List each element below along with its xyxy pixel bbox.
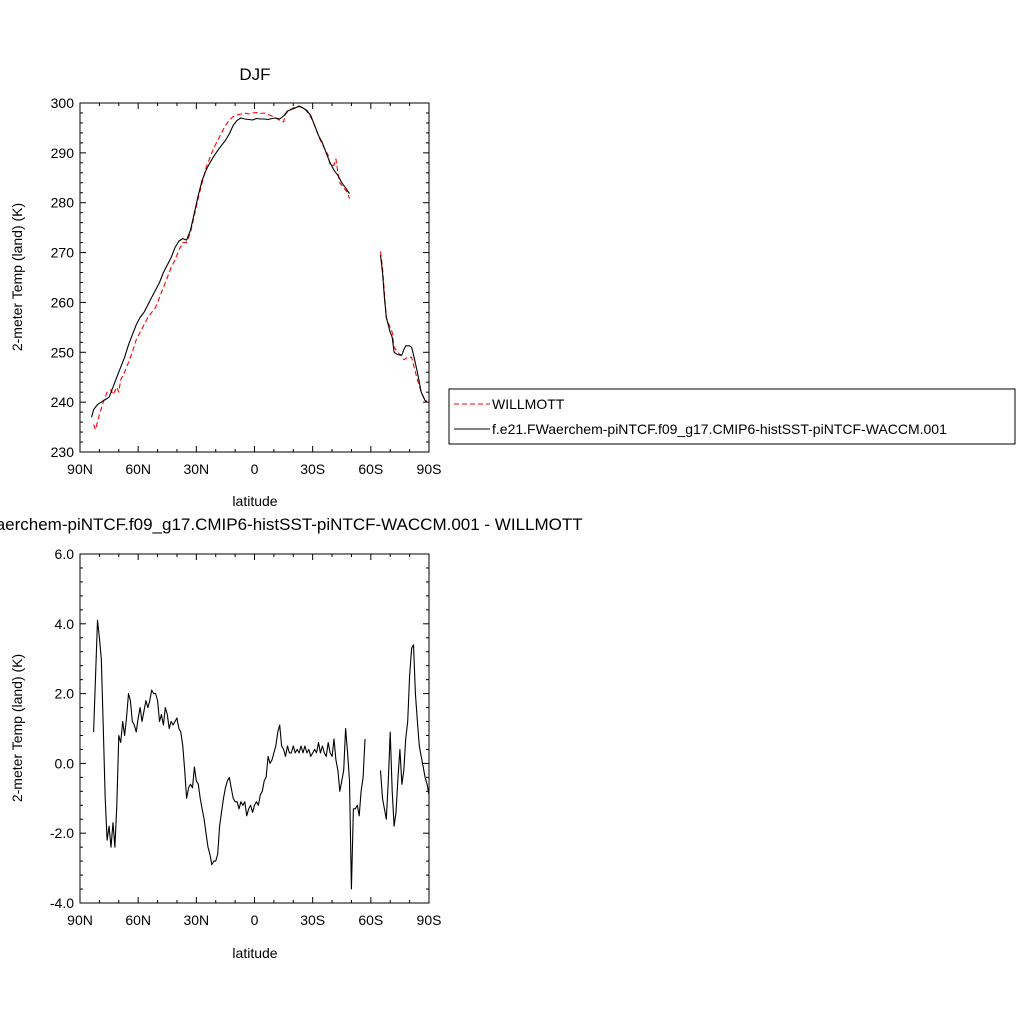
- x-tick-label: 90N: [67, 461, 93, 477]
- x-tick-label: 90S: [417, 461, 442, 477]
- top-series-0-segment-0: [93, 105, 351, 431]
- bottom-series-0-segment-1: [379, 644, 430, 827]
- top-plot-frame: [79, 102, 430, 453]
- top-plot: DJF 90N 60N 30N 0 30S 60S 90S 230 240 250 260 270 28…: [9, 65, 441, 509]
- bottom-plot-title: f.e21.FWaerchem-piNTCF.f09_g17.CMIP6-his…: [0, 515, 583, 534]
- x-tick-label: 90S: [417, 912, 442, 928]
- y-tick-label: 4.0: [55, 616, 75, 632]
- y-tick-label: 230: [51, 444, 75, 460]
- x-tick-label: 30N: [183, 912, 209, 928]
- bottom-plot-ylabel: 2-meter Temp (land) (K): [9, 654, 25, 802]
- y-tick-label: 260: [51, 294, 75, 310]
- top-series-1-segment-0: [91, 105, 350, 418]
- y-tick-label: -2.0: [50, 825, 74, 841]
- y-tick-label: 250: [51, 344, 75, 360]
- x-tick-label: 90N: [67, 912, 93, 928]
- top-plot-ylabel: 2-meter Temp (land) (K): [9, 203, 25, 351]
- x-tick-label: 0: [251, 461, 259, 477]
- bottom-plot-ticks: 90N 60N 30N 0 30S 60S 90S -4.0 -2.0 0.0 2.0 4.0 6.0: [50, 546, 442, 928]
- top-series-0-segment-1: [379, 251, 428, 402]
- top-plot-xlabel: latitude: [232, 493, 277, 509]
- x-tick-label: 60S: [358, 912, 383, 928]
- legend-label-model: f.e21.FWaerchem-piNTCF.f09_g17.CMIP6-his…: [492, 421, 947, 437]
- y-tick-label: 6.0: [55, 546, 75, 562]
- y-tick-label: 270: [51, 245, 75, 261]
- y-tick-label: 300: [51, 95, 75, 111]
- y-tick-label: 290: [51, 145, 75, 161]
- bottom-plot: f.e21.FWaerchem-piNTCF.f09_g17.CMIP6-his…: [0, 515, 583, 961]
- bottom-plot-xlabel: latitude: [232, 945, 277, 961]
- x-tick-label: 60N: [125, 912, 151, 928]
- y-tick-label: 240: [51, 394, 75, 410]
- bottom-plot-frame: [79, 553, 430, 904]
- bottom-series-0-segment-0: [93, 619, 366, 890]
- y-tick-label: 280: [51, 195, 75, 211]
- y-tick-label: 2.0: [55, 686, 75, 702]
- x-tick-label: 60S: [358, 461, 383, 477]
- x-tick-label: 0: [251, 912, 259, 928]
- legend: WILLMOTT f.e21.FWaerchem-piNTCF.f09_g17.…: [448, 388, 1016, 445]
- x-tick-label: 30S: [300, 461, 325, 477]
- legend-box: [448, 388, 1016, 445]
- top-plot-title: DJF: [239, 65, 270, 84]
- y-tick-label: -4.0: [50, 895, 74, 911]
- x-tick-label: 30S: [300, 912, 325, 928]
- y-tick-label: 0.0: [55, 755, 75, 771]
- top-plot-ticks: 90N 60N 30N 0 30S 60S 90S 230 240 250 260 270 280 290…: [51, 95, 442, 477]
- bottom-plot-lines: [93, 619, 430, 890]
- legend-label-willmott: WILLMOTT: [492, 396, 565, 412]
- top-plot-lines: [91, 105, 428, 431]
- x-tick-label: 60N: [125, 461, 151, 477]
- x-tick-label: 30N: [183, 461, 209, 477]
- top-series-1-segment-1: [379, 255, 428, 403]
